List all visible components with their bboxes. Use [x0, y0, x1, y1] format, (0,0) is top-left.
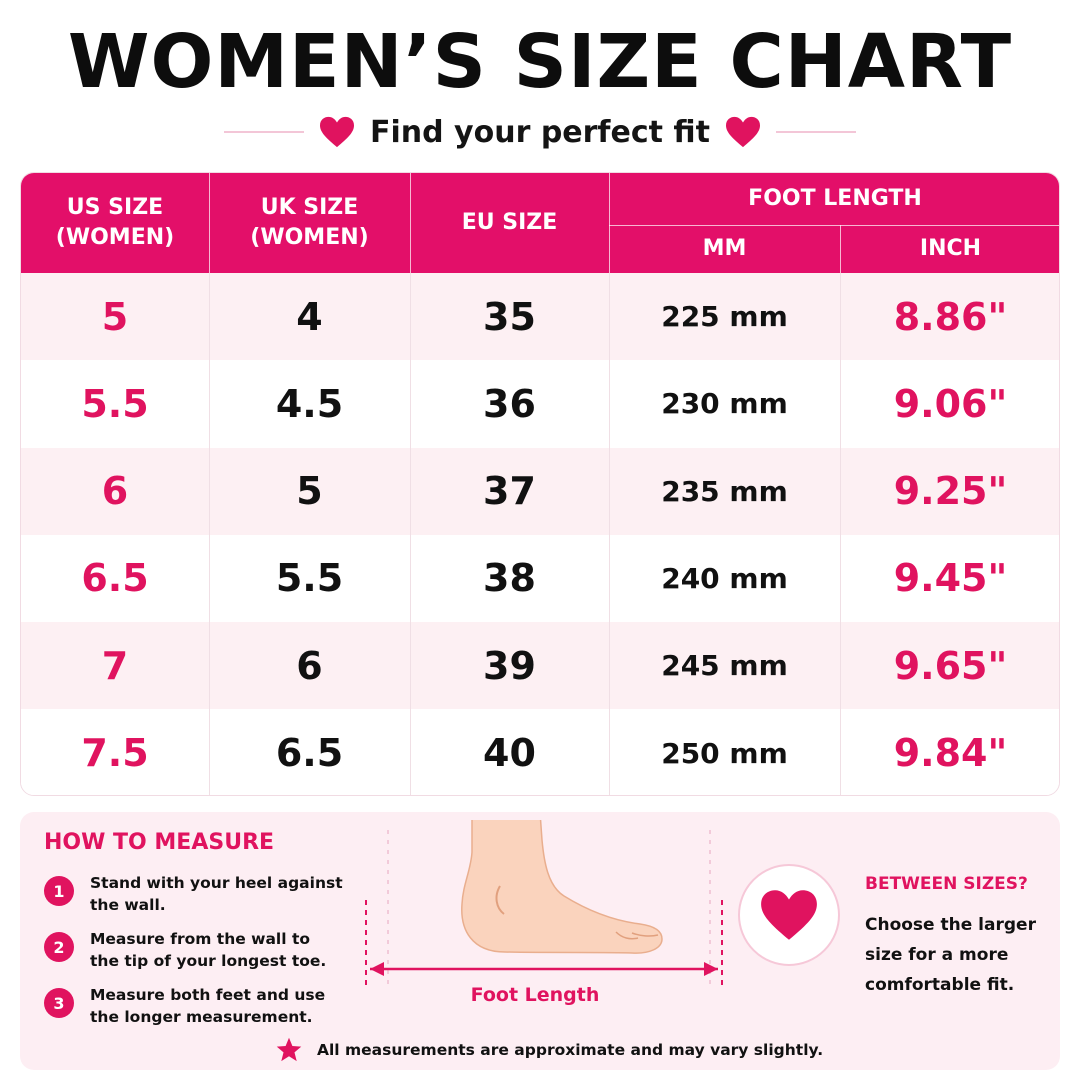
header-divider: [609, 225, 1059, 226]
cell-us: 7.5: [81, 731, 149, 775]
between-sizes-text: Choose the larger size for a more comfor…: [865, 915, 1036, 995]
cell-uk: 5.5: [275, 556, 344, 601]
step-number: 1: [44, 876, 74, 906]
table-row: 5 4 35 225 mm 8.86": [21, 273, 1059, 360]
header-us-line2: (WOMEN): [55, 225, 175, 250]
column-divider: [410, 273, 411, 795]
left-divider: [224, 131, 304, 133]
cell-us: 5.5: [81, 381, 149, 426]
subtitle: Find your perfect fit: [370, 114, 710, 150]
right-divider: [775, 131, 856, 133]
column-divider: [609, 273, 610, 795]
header-divider: [609, 173, 610, 273]
header-mm: MM: [702, 236, 747, 261]
cell-mm: 225 mm: [661, 300, 788, 333]
cell-eu: 37: [483, 469, 536, 514]
measure-step: 1 Stand with your heel against the wall.: [44, 872, 344, 916]
cell-mm: 240 mm: [661, 561, 788, 595]
cell-uk: 4: [296, 294, 323, 339]
header-divider: [410, 173, 411, 273]
table-row: 6.5 5.5 38 240 mm 9.45": [21, 534, 1059, 622]
header-eu-size: EU SIZE: [461, 210, 558, 235]
cell-us: 6.5: [81, 556, 149, 601]
measure-step: 3 Measure both feet and use the longer m…: [44, 984, 344, 1028]
header-divider: [840, 225, 841, 273]
size-table: US SIZE (WOMEN) UK SIZE (WOMEN) EU SIZE …: [20, 172, 1060, 796]
table-row: 6 5 37 235 mm 9.25": [21, 447, 1059, 535]
disclaimer-text: All measurements are approximate and may…: [317, 1041, 824, 1059]
cell-mm: 250 mm: [661, 736, 788, 770]
cell-eu: 38: [483, 556, 536, 601]
disclaimer-note: All measurements are approximate and may…: [275, 1036, 823, 1064]
cell-uk: 6: [296, 643, 323, 688]
cell-eu: 39: [483, 643, 536, 688]
header-us-line1: US SIZE: [66, 195, 164, 220]
between-sizes-title: BETWEEN SIZES?: [865, 874, 1028, 894]
measure-step: 2 Measure from the wall to the tip of yo…: [44, 928, 344, 972]
cell-eu: 36: [483, 381, 536, 426]
table-row: 7.5 6.5 40 250 mm 9.84": [21, 709, 1059, 795]
how-to-measure-title: HOW TO MEASURE: [44, 830, 275, 855]
cell-inch: 9.65": [893, 643, 1008, 688]
cell-mm: 230 mm: [661, 387, 788, 421]
cell-uk: 4.5: [275, 381, 344, 426]
foot-length-label: Foot Length: [470, 984, 600, 1006]
heart-icon: [725, 116, 760, 148]
column-divider: [840, 273, 841, 795]
star-icon: [276, 1037, 302, 1062]
step-text: Stand with your heel against the wall.: [90, 874, 343, 914]
step-number: 3: [44, 988, 74, 1018]
table-header: US SIZE (WOMEN) UK SIZE (WOMEN) EU SIZE …: [21, 173, 1059, 273]
cell-inch: 9.25": [893, 469, 1008, 514]
cell-uk: 6.5: [275, 731, 344, 775]
header-foot-length: FOOT LENGTH: [748, 186, 922, 211]
header-us-size: US SIZE (WOMEN): [21, 173, 209, 273]
table-row: 7 6 39 245 mm 9.65": [21, 622, 1059, 710]
cell-mm: 235 mm: [661, 474, 788, 508]
step-text: Measure from the wall to the tip of your…: [90, 930, 327, 970]
header-uk-size: UK SIZE (WOMEN): [209, 173, 410, 273]
header-inch: INCH: [919, 236, 982, 261]
cell-eu: 40: [483, 731, 536, 775]
cell-inch: 9.06": [893, 381, 1008, 426]
foot-illustration: [365, 812, 723, 990]
page-title: WOMEN’S SIZE CHART: [67, 19, 1013, 105]
cell-mm: 245 mm: [661, 649, 788, 683]
table-row: 5.5 4.5 36 230 mm 9.06": [21, 360, 1059, 448]
step-text: Measure both feet and use the longer mea…: [90, 986, 326, 1026]
cell-eu: 35: [483, 294, 536, 339]
cell-inch: 8.86": [893, 294, 1008, 339]
cell-us: 6: [101, 469, 129, 514]
header-uk-line2: (WOMEN): [250, 225, 369, 250]
cell-us: 7: [101, 643, 129, 688]
step-number: 2: [44, 932, 74, 962]
heart-badge: [738, 864, 840, 966]
header-uk-line1: UK SIZE: [260, 195, 359, 220]
cell-us: 5: [101, 294, 129, 339]
subtitle-row: Find your perfect fit: [0, 108, 1080, 156]
column-divider: [209, 273, 210, 795]
heart-icon: [761, 890, 817, 940]
measure-panel: HOW TO MEASURE 1 Stand with your heel ag…: [20, 812, 1060, 1070]
cell-inch: 9.84": [893, 731, 1008, 775]
heart-icon: [320, 116, 354, 148]
header-divider: [209, 173, 210, 273]
cell-inch: 9.45": [893, 556, 1008, 601]
cell-uk: 5: [296, 469, 323, 514]
